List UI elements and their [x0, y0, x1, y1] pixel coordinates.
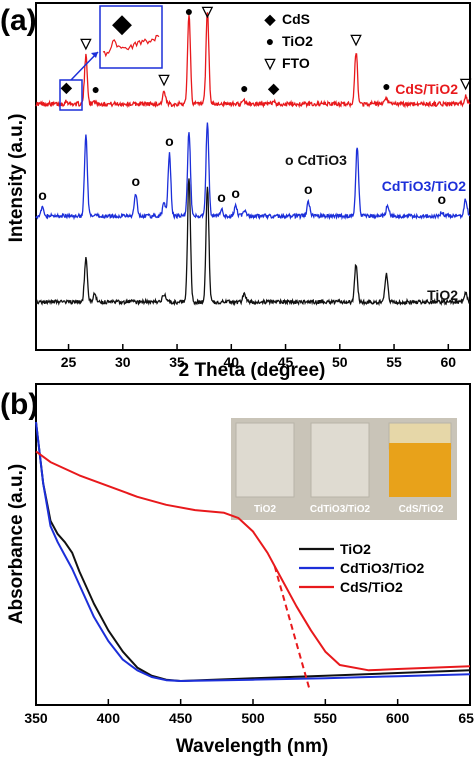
xrd-plot-frame	[35, 2, 471, 351]
xrd-ticks: 25 30 35 40 45 50 55 60	[61, 344, 457, 370]
series-annotation: CdS/TiO2	[395, 81, 458, 97]
cds-marker: ◆	[60, 79, 73, 95]
tio2-marker: ●	[91, 81, 99, 97]
extrapolation-line	[273, 565, 311, 690]
legend-label: CdS	[282, 11, 310, 27]
absorbance-chart: 350 400 450 500 550 600 650 TiO2 CdTiO3/TiO2 C…	[6, 383, 474, 757]
cdtio3-marker: o	[438, 191, 447, 207]
absorbance-x-tick-label: 450	[169, 710, 193, 726]
inset-cds-marker: ◆	[112, 8, 132, 38]
xrd-x-axis-title: 2 Theta (degree)	[179, 360, 326, 381]
absorbance-series-line	[35, 450, 471, 672]
xrd-x-tick-label: 60	[441, 354, 457, 370]
cds-marker: ◆	[267, 80, 280, 96]
inset-arrow	[70, 51, 99, 81]
tio2-film	[235, 422, 295, 498]
legend-label: TiO2	[282, 33, 313, 49]
inset-arrow-head	[91, 52, 98, 58]
legend-label: CdTiO3/TiO2	[340, 560, 424, 576]
absorbance-y-axis-title: Absorbance (a.u.)	[6, 464, 27, 624]
legend-label: CdS/TiO2	[340, 579, 403, 595]
cdtio3-marker: o	[38, 187, 47, 203]
legend-symbol: ▽	[264, 55, 277, 71]
xrd-x-tick-label: 45	[278, 354, 294, 370]
xrd-x-tick-label: 40	[224, 354, 240, 370]
xrd-y-axis-title: Intensity (a.u.)	[6, 114, 27, 243]
fto-marker: ▽	[158, 71, 171, 87]
panel-label-a: (a)	[0, 4, 37, 37]
series-annotation: TiO2	[427, 287, 458, 303]
series-annotation: CdTiO3/TiO2	[382, 178, 466, 194]
fto-marker: ▽	[459, 75, 472, 91]
cdtio3-marker: o	[231, 185, 240, 201]
series-annotation: o CdTiO3	[285, 152, 347, 168]
absorbance-x-tick-label: 500	[241, 710, 265, 726]
xrd-series-line	[35, 12, 471, 109]
xrd-series-line	[35, 122, 471, 221]
xrd-x-tick-label: 55	[386, 354, 402, 370]
absorbance-ticks: 350 400 450 500 550 600 650	[24, 699, 474, 726]
cdtio3-marker: o	[165, 133, 174, 149]
xrd-x-tick-label: 35	[169, 354, 185, 370]
panel-label-b: (b)	[0, 388, 38, 421]
absorbance-series	[35, 421, 471, 690]
xrd-series-line	[35, 178, 471, 307]
xrd-x-tick-label: 25	[61, 354, 77, 370]
tio2-marker: ●	[382, 78, 390, 94]
photo-label-cds: CdS/TiO2	[399, 504, 444, 515]
absorbance-x-tick-label: 650	[458, 710, 474, 726]
cdtio3-marker: o	[304, 181, 313, 197]
absorbance-series-line	[35, 421, 471, 682]
absorbance-x-tick-label: 550	[314, 710, 338, 726]
legend-symbol: ●	[266, 33, 274, 49]
cdtio3-marker: o	[132, 173, 141, 189]
legend-label: TiO2	[340, 541, 371, 557]
xrd-zoom-inset: ◆	[59, 5, 163, 111]
photo-label-tio2: TiO2	[254, 504, 276, 515]
inset-zoom-trace	[102, 34, 160, 58]
tio2-marker: ●	[240, 80, 248, 96]
fto-marker: ▽	[201, 3, 214, 19]
sample-photo: TiO2 CdTiO3/TiO2 CdS/TiO2	[231, 418, 457, 520]
legend-symbol: ◆	[264, 11, 277, 27]
cdtio3-film	[310, 422, 370, 498]
absorbance-x-axis-title: Wavelength (nm)	[176, 736, 328, 757]
absorbance-legend: TiO2 CdTiO3/TiO2 CdS/TiO2	[299, 541, 424, 595]
absorbance-x-tick-label: 600	[386, 710, 410, 726]
inset-zoom-box	[99, 5, 163, 69]
absorbance-x-tick-label: 400	[97, 710, 121, 726]
cdtio3-marker: o	[217, 189, 226, 205]
xrd-series	[35, 12, 471, 307]
xrd-x-tick-label: 30	[115, 354, 131, 370]
tio2-marker: ●	[185, 3, 193, 19]
absorbance-series-line	[35, 421, 471, 682]
xrd-annotations: CdS/TiO2 o CdTiO3 CdTiO3/TiO2 TiO2	[285, 81, 466, 303]
xrd-legend: ◆ CdS ● TiO2 ▽ FTO	[264, 11, 313, 71]
photo-label-cdtio3: CdTiO3/TiO2	[310, 504, 371, 515]
fto-marker: ▽	[80, 35, 93, 51]
absorbance-x-tick-label: 350	[24, 710, 48, 726]
xrd-x-tick-label: 50	[332, 354, 348, 370]
legend-label: FTO	[282, 55, 310, 71]
cds-film	[389, 443, 451, 497]
fto-marker: ▽	[350, 31, 363, 47]
